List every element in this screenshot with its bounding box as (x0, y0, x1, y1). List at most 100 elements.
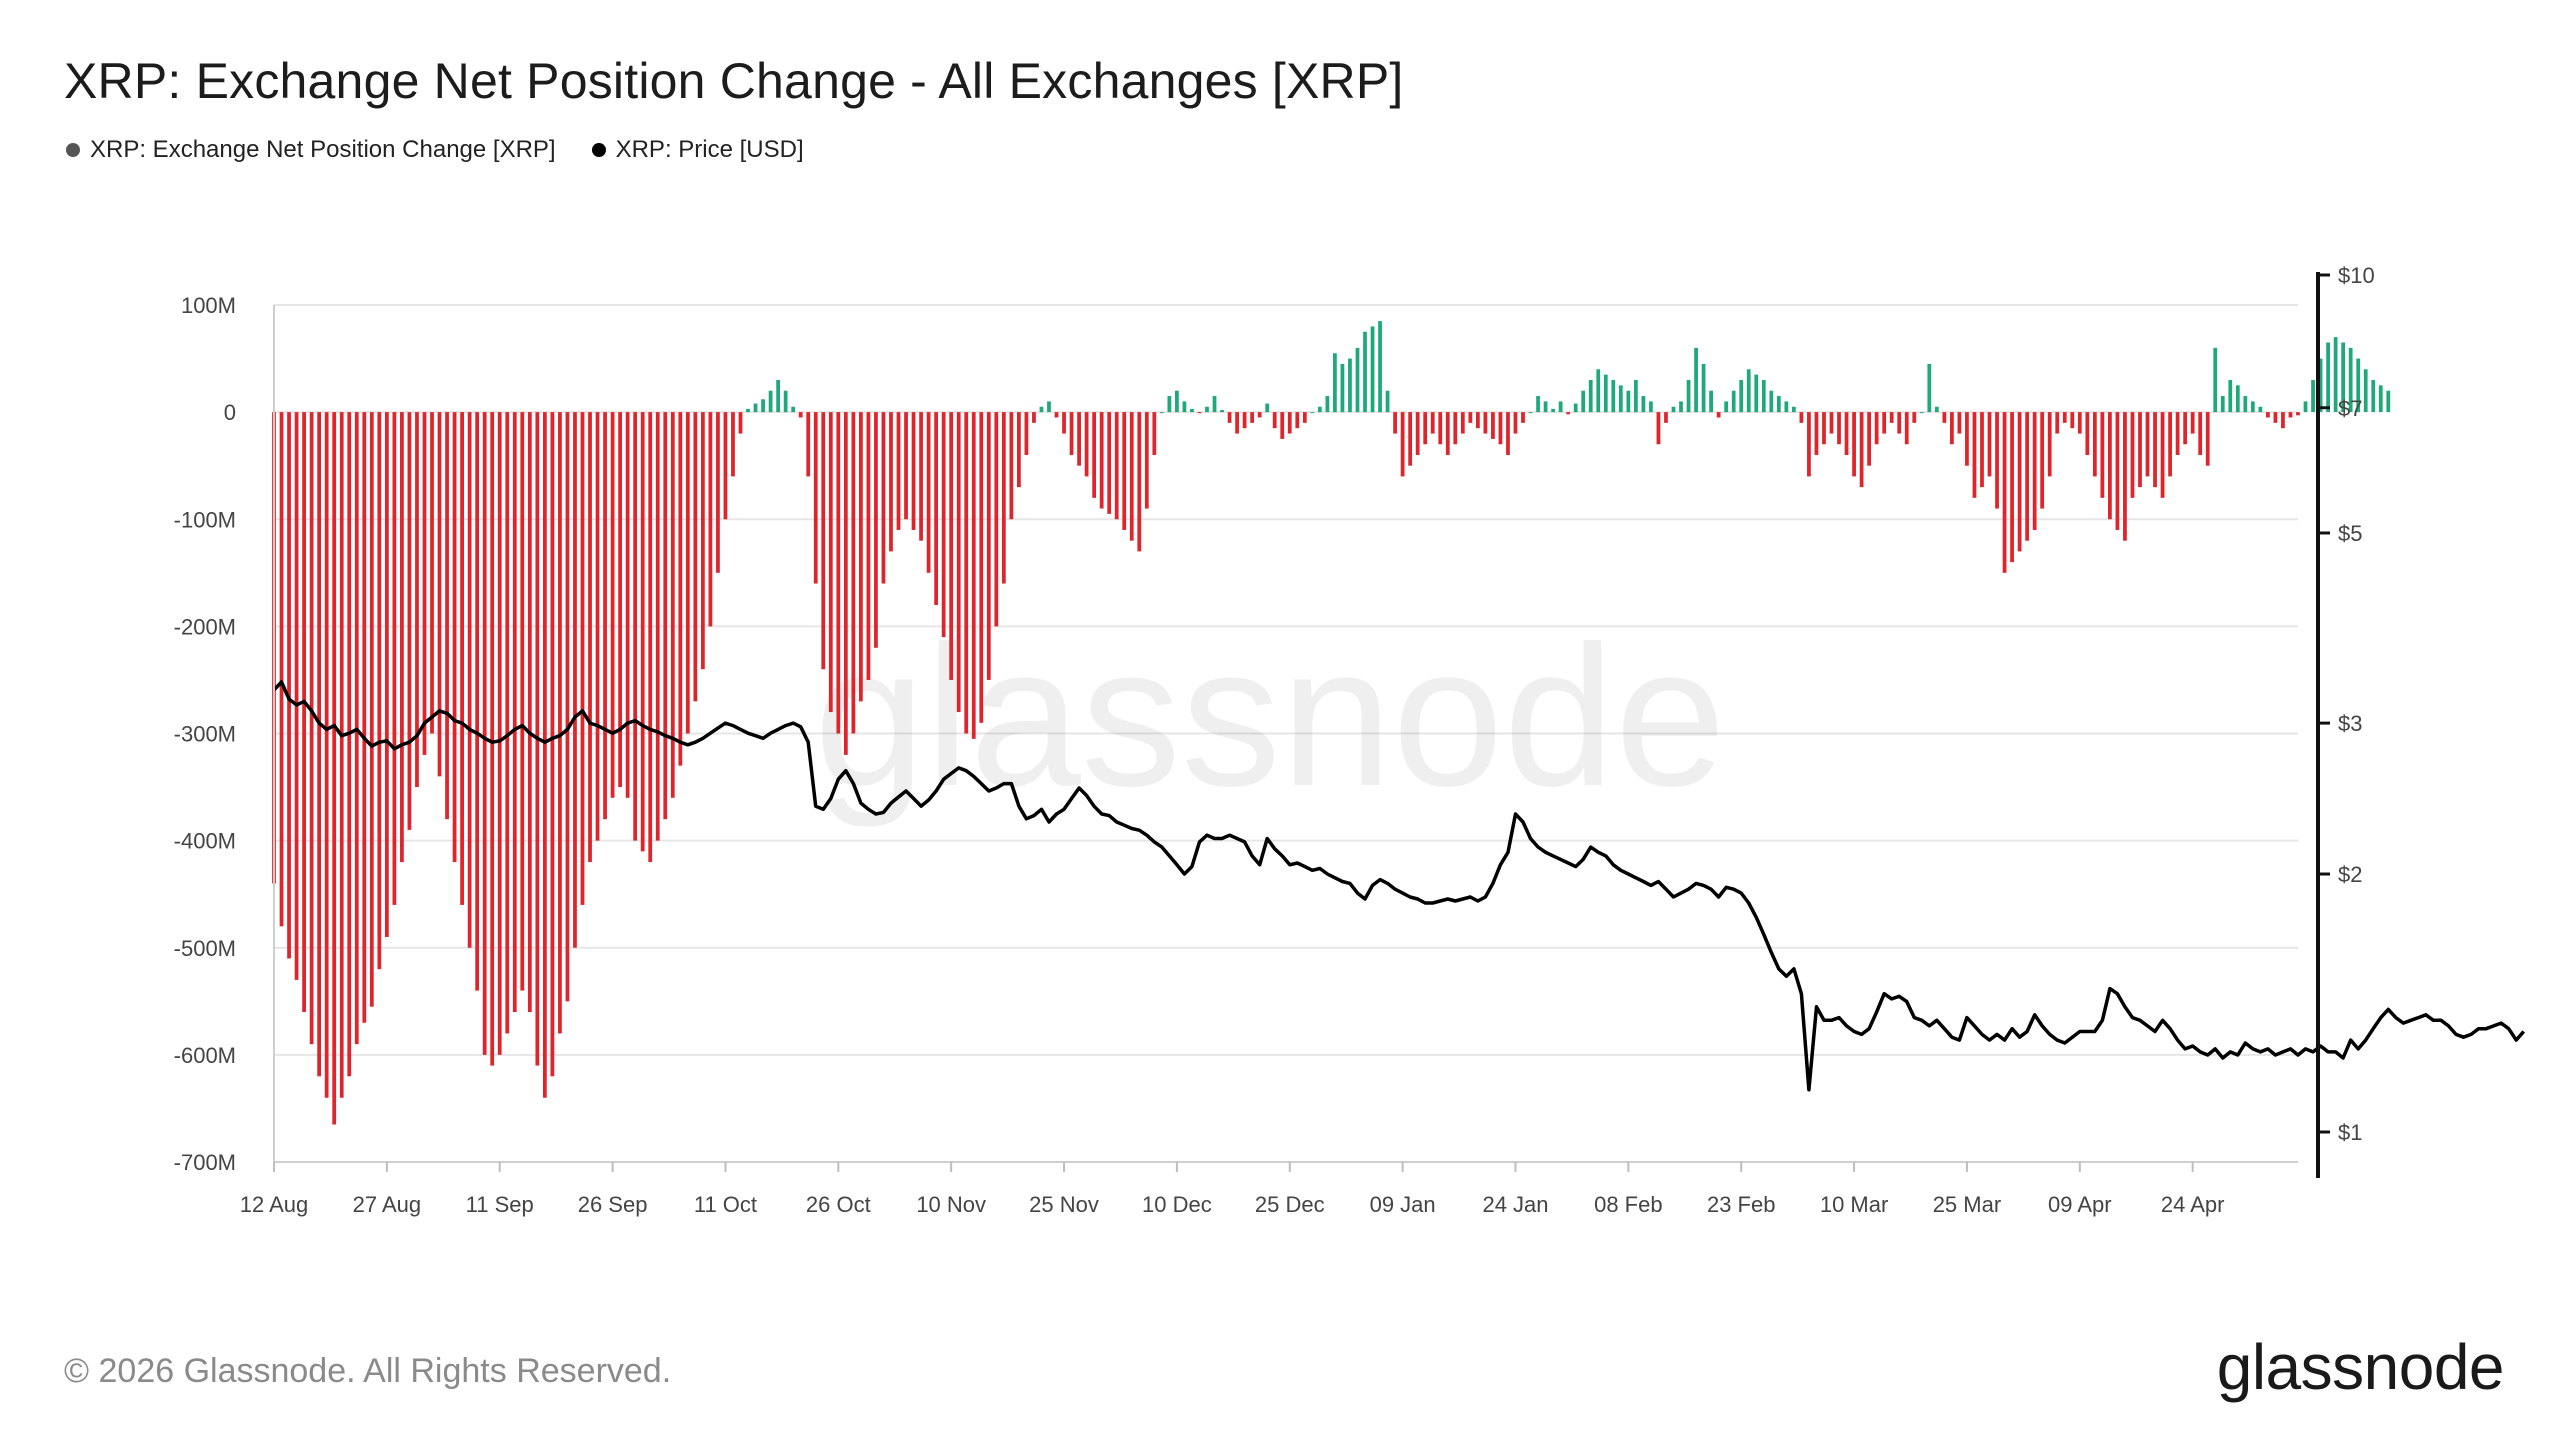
net-position-bar (1430, 412, 1435, 434)
net-position-bar (1235, 412, 1239, 434)
y-right-tick-label: $7 (2338, 396, 2362, 421)
net-position-bar (1054, 412, 1059, 418)
net-position-bar (1912, 412, 1917, 423)
net-position-bar (287, 412, 291, 959)
net-position-bar (633, 412, 638, 841)
net-position-bar (2250, 401, 2255, 413)
net-position-bar (1415, 412, 1420, 455)
net-position-bar (1122, 412, 1127, 530)
net-position-bar (1423, 412, 1428, 445)
net-position-bar (1047, 401, 1051, 413)
net-position-bar (2386, 390, 2391, 413)
net-position-bar (979, 412, 984, 723)
net-position-bar (520, 412, 525, 991)
net-position-bar (1506, 412, 1510, 455)
net-position-bar (1709, 390, 1713, 413)
net-position-bar (919, 412, 923, 541)
net-position-bar (640, 412, 645, 852)
net-position-bar (527, 412, 532, 1013)
y-left-tick-label: -600M (174, 1043, 236, 1068)
net-position-bar (1137, 412, 1142, 552)
net-position-bar (670, 412, 675, 798)
net-position-bar (1483, 412, 1488, 434)
net-position-bar (1942, 412, 1947, 423)
net-position-bar (2258, 406, 2263, 413)
net-position-bar (415, 412, 419, 788)
y-right-tick-label: $1 (2338, 1120, 2362, 1145)
net-position-bar (475, 412, 480, 991)
net-position-bar (1882, 412, 1887, 434)
net-position-bar (2160, 412, 2165, 498)
net-position-bar (2296, 412, 2300, 416)
net-position-bar (941, 412, 946, 638)
net-position-bar (1190, 408, 1194, 413)
x-tick-label: 25 Nov (1029, 1192, 1099, 1217)
net-position-bar (1453, 412, 1458, 445)
y-right-tick-label: $2 (2338, 862, 2362, 887)
net-position-bar (1618, 385, 1623, 413)
net-position-bar (618, 412, 622, 788)
net-position-bar (1001, 412, 1006, 584)
net-position-bar (1528, 412, 1533, 414)
net-position-bar (836, 412, 841, 734)
x-tick-label: 27 Aug (353, 1192, 422, 1217)
net-position-bar (1114, 412, 1119, 520)
net-position-bar (1408, 412, 1413, 466)
net-position-bar (1829, 412, 1834, 434)
net-position-bar (648, 412, 653, 863)
net-position-bar (2273, 412, 2278, 423)
net-position-bar (588, 412, 592, 863)
net-position-bar (2085, 412, 2090, 455)
net-position-bar (1867, 412, 1872, 466)
chart-title: XRP: Exchange Net Position Change - All … (64, 53, 1404, 109)
net-position-bar (761, 399, 765, 413)
net-position-bar (2363, 369, 2368, 413)
net-position-bar (964, 412, 969, 734)
net-position-bar (753, 403, 758, 413)
y-right-tick-label: $5 (2338, 521, 2362, 546)
net-position-bar (2138, 412, 2142, 488)
net-position-bar (2235, 385, 2240, 413)
net-position-bar (2318, 358, 2323, 413)
net-position-bar (1159, 412, 1164, 414)
net-position-bar (881, 412, 886, 584)
net-position-bar (1965, 412, 1969, 466)
net-position-bar (1348, 358, 1352, 413)
net-position-bar (1084, 412, 1089, 477)
net-position-bar (1776, 396, 1781, 413)
x-tick-label: 24 Apr (2161, 1192, 2225, 1217)
net-position-bar (1950, 412, 1954, 445)
net-position-bar (1739, 379, 1744, 413)
net-position-bar (708, 412, 713, 627)
net-position-bar (1205, 406, 1209, 413)
net-position-bar (1837, 412, 1841, 445)
net-position-bar (1536, 396, 1540, 413)
net-position-bar (1972, 412, 1977, 498)
net-position-bar (1799, 412, 1804, 423)
net-position-bar (1302, 412, 1307, 423)
net-position-bar (2183, 412, 2188, 445)
net-position-bar (956, 412, 961, 713)
x-tick-label: 24 Jan (1482, 1192, 1548, 1217)
net-position-bar (1573, 403, 1578, 413)
y-left-tick-label: 0 (224, 400, 236, 425)
net-position-bar (347, 412, 352, 1077)
net-position-bar (2341, 342, 2346, 413)
legend-item-net-position[interactable]: XRP: Exchange Net Position Change [XRP] (66, 136, 556, 164)
net-position-bar (1724, 401, 1729, 413)
net-position-bar (1746, 369, 1751, 413)
net-position-bar (896, 412, 901, 530)
net-position-bar (1769, 390, 1774, 413)
y-right-tick-label: $3 (2338, 711, 2362, 736)
net-position-bar (1032, 412, 1036, 423)
net-position-bar (1400, 412, 1405, 477)
net-position-bar (467, 412, 472, 948)
legend-item-price[interactable]: XRP: Price [USD] (591, 136, 804, 164)
net-position-bar (1588, 379, 1593, 413)
net-position-bar (1633, 379, 1638, 413)
net-position-bar (2228, 379, 2233, 413)
net-position-bar (1363, 331, 1367, 413)
net-position-bar (1897, 412, 1902, 434)
net-position-bar (1017, 412, 1021, 488)
net-position-bar (949, 412, 954, 680)
